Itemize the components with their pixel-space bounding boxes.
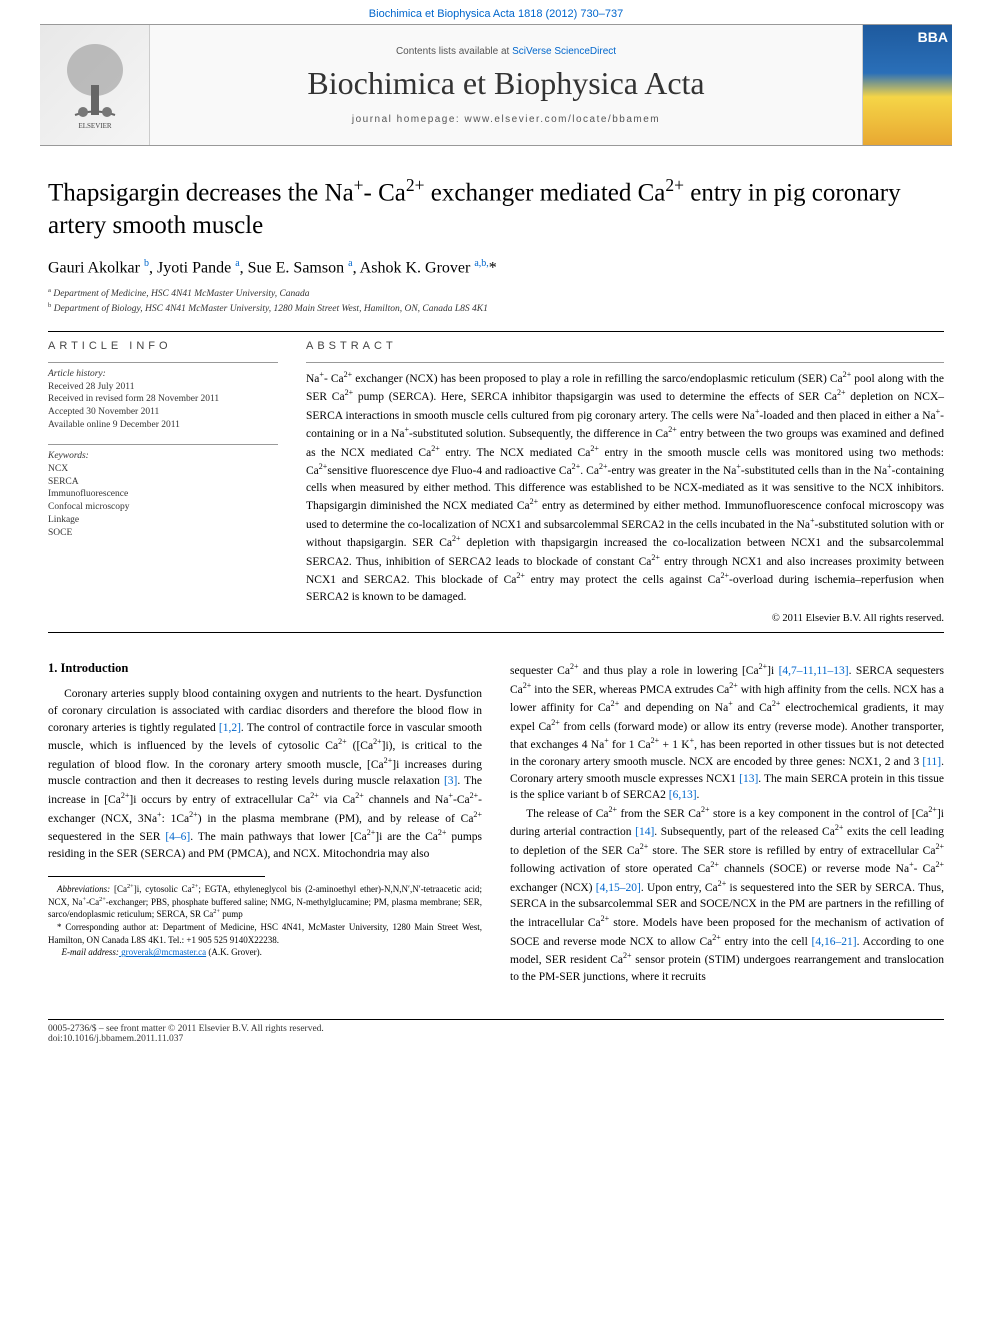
- affiliations: a Department of Medicine, HSC 4N41 McMas…: [48, 286, 944, 317]
- email-link[interactable]: groverak@mcmaster.ca: [119, 947, 206, 957]
- homepage-prefix: journal homepage:: [352, 114, 465, 125]
- footer-doi: doi:10.1016/j.bbamem.2011.11.037: [48, 1034, 944, 1044]
- column-right: sequester Ca2+ and thus play a role in l…: [510, 661, 944, 985]
- intro-para-3: The release of Ca2+ from the SER Ca2+ st…: [510, 804, 944, 985]
- divider: [48, 331, 944, 332]
- footer-copyright: 0005-2736/$ – see front matter © 2011 El…: [48, 1024, 944, 1034]
- history-accepted: Accepted 30 November 2011: [48, 406, 278, 419]
- svg-text:ELSEVIER: ELSEVIER: [78, 122, 111, 130]
- email-footnote: E-mail address: groverak@mcmaster.ca (A.…: [48, 946, 482, 959]
- history-online: Available online 9 December 2011: [48, 419, 278, 432]
- article-info: ARTICLE INFO Article history: Received 2…: [48, 340, 278, 625]
- contents-line: Contents lists available at SciVerse Sci…: [396, 46, 616, 57]
- email-suffix: (A.K. Grover).: [206, 947, 262, 957]
- keyword-4: Linkage: [48, 514, 278, 527]
- abstract-head: ABSTRACT: [306, 340, 944, 352]
- abstract-text: Na+- Ca2+ exchanger (NCX) has been propo…: [306, 362, 944, 606]
- journal-homepage: journal homepage: www.elsevier.com/locat…: [352, 114, 660, 125]
- elsevier-tree-icon: ELSEVIER: [55, 40, 135, 130]
- keyword-1: SERCA: [48, 476, 278, 489]
- divider: [48, 632, 944, 633]
- authors: Gauri Akolkar b, Jyoti Pande a, Sue E. S…: [48, 258, 944, 277]
- masthead-center: Contents lists available at SciVerse Sci…: [150, 25, 862, 145]
- keyword-0: NCX: [48, 463, 278, 476]
- keywords-label: Keywords:: [48, 451, 278, 461]
- affiliation-b: b Department of Biology, HSC 4N41 McMast…: [48, 301, 944, 316]
- abbrev-label: Abbreviations:: [57, 884, 110, 894]
- journal-name: Biochimica et Biophysica Acta: [307, 65, 704, 102]
- homepage-url[interactable]: www.elsevier.com/locate/bbamem: [465, 114, 661, 125]
- intro-para-2: sequester Ca2+ and thus play a role in l…: [510, 661, 944, 804]
- abstract-copyright: © 2011 Elsevier B.V. All rights reserved…: [306, 613, 944, 624]
- history-received: Received 28 July 2011: [48, 381, 278, 394]
- keyword-3: Confocal microscopy: [48, 501, 278, 514]
- intro-para-1: Coronary arteries supply blood containin…: [48, 686, 482, 862]
- body-columns: 1. Introduction Coronary arteries supply…: [48, 661, 944, 985]
- email-label: E-mail address:: [62, 947, 119, 957]
- column-left: 1. Introduction Coronary arteries supply…: [48, 661, 482, 985]
- keyword-5: SOCE: [48, 527, 278, 540]
- affiliation-a: a Department of Medicine, HSC 4N41 McMas…: [48, 286, 944, 301]
- keyword-2: Immunofluorescence: [48, 488, 278, 501]
- abstract: ABSTRACT Na+- Ca2+ exchanger (NCX) has b…: [306, 340, 944, 625]
- elsevier-logo: ELSEVIER: [40, 25, 150, 145]
- article-title: Thapsigargin decreases the Na+- Ca2+ exc…: [48, 174, 944, 242]
- footnote-divider: [48, 876, 265, 877]
- history-revised: Received in revised form 28 November 201…: [48, 393, 278, 406]
- corresponding-footnote: * Corresponding author at: Department of…: [48, 921, 482, 946]
- masthead: ELSEVIER Contents lists available at Sci…: [40, 24, 952, 146]
- introduction-head: 1. Introduction: [48, 661, 482, 676]
- history-label: Article history:: [48, 369, 278, 379]
- abbreviations-footnote: Abbreviations: [Ca2+]i, cytosolic Ca2+; …: [48, 883, 482, 921]
- journal-cover-thumb: BBA: [862, 25, 952, 145]
- footer: 0005-2736/$ – see front matter © 2011 El…: [0, 1020, 992, 1064]
- sciencedirect-link[interactable]: SciVerse ScienceDirect: [512, 46, 616, 57]
- contents-prefix: Contents lists available at: [396, 46, 512, 57]
- journal-citation-link[interactable]: Biochimica et Biophysica Acta 1818 (2012…: [0, 0, 992, 24]
- abbrev-text: [Ca2+]i, cytosolic Ca2+; EGTA, ethyleneg…: [48, 884, 482, 919]
- article-info-head: ARTICLE INFO: [48, 340, 278, 352]
- cover-bba-label: BBA: [918, 29, 948, 45]
